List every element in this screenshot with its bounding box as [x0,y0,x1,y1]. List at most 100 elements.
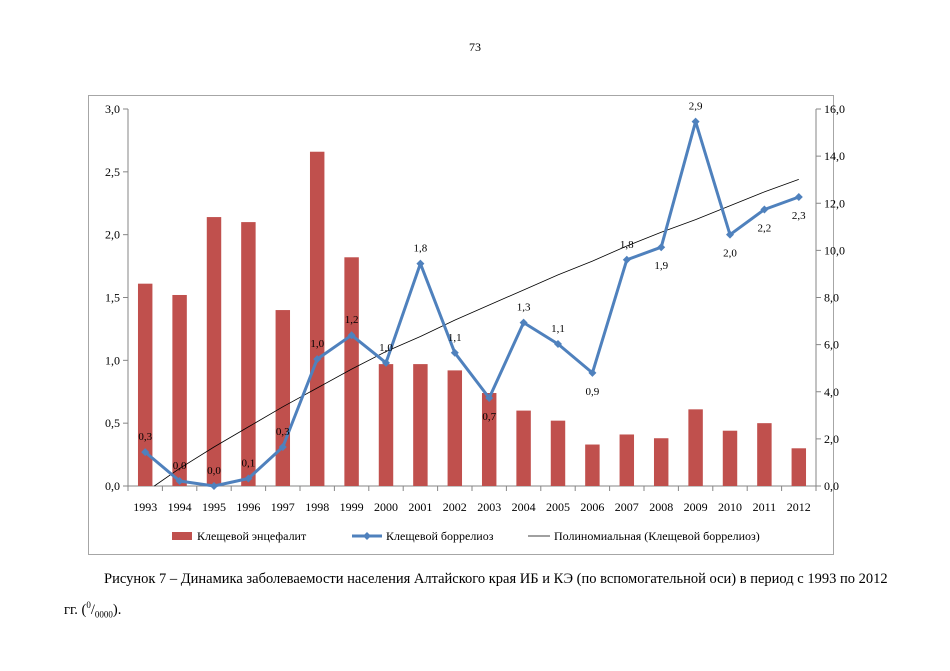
marker-borreliosis [416,259,425,268]
chart: 0,0 0,5 1,0 1,5 2,0 2,5 3,0 0,0 2,0 4,0 6,0 8,0 10,0… [105,101,845,543]
unit-sep: / [90,601,95,618]
trendline-borreliosis [154,179,799,487]
marker-borreliosis [794,192,803,201]
chart-frame [88,95,834,555]
data-label-borreliosis: 1,0 [379,342,393,354]
bar-encephalitis [378,364,394,486]
right-tick-label: 4,0 [824,385,839,399]
data-label-borreliosis: 0,7 [482,411,496,423]
x-tick-label: 1996 [236,500,260,514]
data-label-borreliosis: 1,1 [448,332,462,344]
right-tick-label: 14,0 [824,149,845,163]
data-label-borreliosis: 0,3 [138,431,152,443]
bar-encephalitis [447,370,463,486]
bar-encephalitis [722,430,738,486]
bar-encephalitis [241,222,256,486]
left-tick-label: 0,0 [105,479,120,493]
x-tick-label: 1998 [305,500,329,514]
x-tick-label: 2012 [787,500,811,514]
caption-tail: ). [112,601,122,618]
right-tick-label: 0,0 [824,479,839,493]
left-tick-label: 2,0 [105,228,120,242]
right-tick-label: 8,0 [824,291,839,305]
x-tick-label: 2009 [684,500,708,514]
bar-encephalitis [309,151,325,486]
data-label-borreliosis: 0,3 [276,426,290,438]
bar-encephalitis [137,283,153,486]
left-tick-label: 3,0 [105,102,120,116]
x-tick-label: 1997 [271,500,295,514]
x-tick-label: 2003 [477,500,501,514]
data-label-borreliosis: 1,8 [620,239,634,251]
data-label-borreliosis: 2,2 [758,223,772,235]
data-label-borreliosis: 0,0 [173,460,187,472]
bar-series [137,151,807,486]
x-tick-label: 1994 [168,500,192,514]
right-tick-label: 16,0 [824,102,845,116]
bar-encephalitis [585,444,600,486]
right-tick-label: 10,0 [824,243,845,257]
data-label-borreliosis: 1,0 [310,338,324,350]
bar-encephalitis [619,434,635,486]
legend-label-trendline: Полиномиальная (Клещевой боррелиоз) [554,529,760,543]
data-label-borreliosis: 0,1 [242,457,256,469]
x-tick-label: 2000 [374,500,398,514]
bar-encephalitis [206,217,222,486]
bar-encephalitis [481,393,497,486]
left-tick-label: 1,0 [105,353,120,367]
data-label-borreliosis: 1,1 [551,323,565,335]
data-label-borreliosis: 0,9 [586,386,600,398]
marker-borreliosis [691,117,700,126]
line-series [141,117,803,490]
bar-encephalitis [688,409,703,486]
bar-encephalitis [791,448,807,486]
data-label-borreliosis: 2,0 [723,248,737,260]
x-tick-label: 2011 [753,500,777,514]
data-label-borreliosis: 1,8 [414,243,428,255]
x-tick-label: 2010 [718,500,742,514]
unit-sup: 0 [86,600,91,610]
x-tick-label: 2002 [443,500,467,514]
x-tick-label: 2001 [408,500,432,514]
data-label-borreliosis: 1,3 [517,302,531,314]
left-tick-label: 0,5 [105,416,120,430]
marker-borreliosis [175,476,184,485]
x-tick-label: 2006 [580,500,604,514]
legend-swatch-encephalitis [172,532,192,540]
legend-label-borreliosis: Клещевой боррелиоз [386,529,494,543]
left-tick-label: 2,5 [105,165,120,179]
x-tick-label: 1999 [340,500,364,514]
x-tick-label: 1993 [133,500,157,514]
data-label-borreliosis: 1,2 [345,314,359,326]
data-label-borreliosis: 2,9 [689,101,703,113]
caption-text: Рисунок 7 – Динамика заболеваемости насе… [64,571,888,618]
marker-borreliosis [485,394,494,403]
marker-borreliosis [622,255,631,264]
line-borreliosis [144,120,800,488]
marker-borreliosis [554,339,562,348]
x-tick-label: 2007 [615,500,639,514]
marker-borreliosis [313,355,322,364]
data-label-borreliosis: 1,9 [654,260,668,272]
marker-borreliosis [278,443,287,452]
marker-borreliosis [347,331,356,340]
x-tick-label: 2008 [649,500,673,514]
bar-encephalitis [757,423,772,486]
bar-encephalitis [550,420,566,486]
data-label-borreliosis: 2,3 [792,210,806,222]
bar-encephalitis [653,438,669,486]
bar-encephalitis [275,310,291,486]
bar-encephalitis [172,294,187,486]
page-number: 73 [469,40,481,54]
marker-borreliosis [760,205,769,214]
unit-sub: 0000 [94,609,113,620]
right-tick-label: 2,0 [824,432,839,446]
chart-legend: Клещевой энцефалит Клещевой боррелиоз Поли… [172,529,760,543]
data-labels: 0,3 0,0 0,0 0,1 0,3 1,0 1,2 1,0 1,8 1,1 0,7 1,3 1,1 0… [138,101,806,477]
marker-borreliosis [519,318,528,327]
marker-borreliosis [244,474,253,483]
bar-encephalitis [516,410,531,486]
marker-borreliosis [382,358,390,367]
marker-borreliosis [657,243,666,252]
marker-borreliosis [588,368,597,377]
